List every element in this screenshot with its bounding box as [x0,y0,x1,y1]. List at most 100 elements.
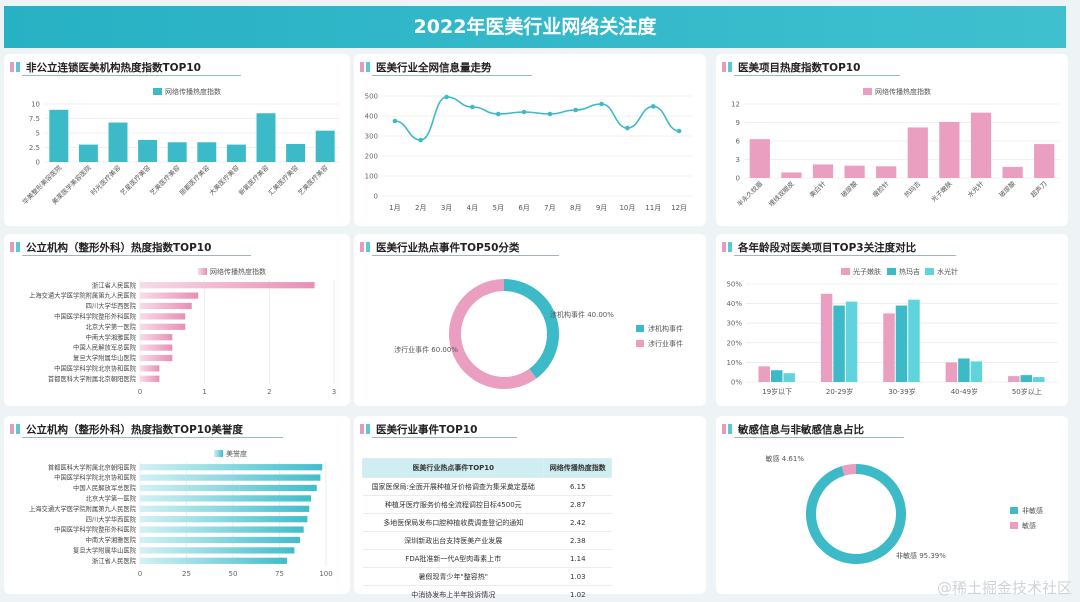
bar [140,557,287,564]
data-point [495,111,501,117]
panel-age-groups: 各年龄段对医美项目TOP3关注度对比 0% 10% 20% 30% 40% 50% 19岁以… [716,234,1068,406]
table-row: 国家医保局:全面开展种植牙价格调查为集采奠定基础 6.15 [362,477,612,496]
legend-label: 热玛吉 [899,267,920,276]
x-tick-label: 3 [332,388,336,396]
table-cell: 1.03 [543,567,612,586]
bar [970,112,992,178]
panel-sensitive: 敏感信息与非敏感信息占比 非敏感 95.39% 敏感 4.61% 非敏感 敏感 [716,416,1068,594]
x-tick-label: 1月 [389,204,400,212]
table-row: 中消协发布上半年投诉情况 1.02 [362,585,612,602]
table-cell: 2.38 [543,531,612,550]
table-header: 医美行业热点事件TOP10 [361,458,545,478]
bar [140,282,315,289]
bar [140,526,304,533]
x-tick-label: 玻尿酸 [997,179,1018,200]
slice-label: 非敏感 95.39% [896,551,946,560]
x-tick-label: 埋线双眼皮 [766,179,796,209]
bar [140,484,317,492]
y-tick-label: 中国医学科学院整形外科医院 [54,311,137,320]
pie-slice [806,464,906,564]
x-tick-label: 艺美医疗美容 [296,163,330,197]
slice-label: 敏感 4.61% [766,454,805,463]
events-table: 医美行业热点事件TOP10 网络传播热度指数 国家医保局:全面开展种植牙价格调查… [361,458,612,602]
panel-title: 医美行业全网信息量走势 [360,60,532,76]
panel-title: 各年龄段对医美项目TOP3关注度对比 [722,240,957,256]
bar [958,358,970,382]
y-tick-label: 中国医学科学院北京协和医院 [54,473,137,482]
data-point [444,94,449,100]
bar [140,354,173,362]
data-point [547,111,553,117]
bar [876,166,897,178]
bar [1034,144,1055,178]
bar [140,375,160,382]
bar [140,495,312,502]
x-tick-label: 0 [138,388,142,396]
x-tick-label: 瘦脸针 [870,179,891,200]
panel-chain-hospitals: 非公立连锁医美机构热度指数TOP10 0 2.5 5 7.5 10 华美整形美容医院 美莱医… [4,54,350,226]
y-tick-label: 中南大学湘雅医院 [86,332,137,341]
x-tick-label: 2月 [415,204,426,212]
panel-info-trend: 医美行业全网信息量走势 0 100 200 300 400 500 1月 2月 3月 4月 5月 6月… [354,54,706,226]
legend-label: 涉行业事件 [648,339,683,348]
data-point [676,128,682,134]
y-tick-label: 3 [736,156,740,164]
series-line [394,96,680,141]
bar [970,361,983,382]
table-cell: 深圳新政出台支持医美产业发展 [362,531,544,550]
table-cell: 2.87 [543,495,612,514]
y-tick-label: 40% [726,300,742,308]
x-tick-label: 4月 [467,204,478,212]
bar [908,299,920,382]
x-tick-label: 6月 [518,204,529,212]
bar [783,373,795,382]
bar [108,122,128,162]
y-tick-label: 0 [36,159,40,167]
legend-swatch [863,88,872,95]
y-tick-label: 上海交通大学医学院附属第九人民医院 [29,291,137,300]
y-tick-label: 500 [365,93,378,101]
panel-title: 非公立连锁医美机构热度指数TOP10 [10,60,241,76]
legend-swatch [1010,522,1018,529]
slice-label: 涉行业事件 60.00% [394,345,458,354]
bar [140,365,160,372]
bar [883,313,895,382]
x-tick-label: 2 [267,388,271,396]
x-tick-label: 19岁以下 [762,387,792,396]
legend-swatch [214,450,223,457]
y-tick-label: 中国人民解放军总医院 [73,483,137,492]
pie-slice [841,464,856,476]
bar [895,305,908,382]
data-point [521,109,527,115]
y-tick-label: 10 [31,101,40,109]
slice-label: 涉机构事件 40.00% [550,310,614,319]
x-tick-label: 热玛吉 [902,179,923,200]
table-cell: 1.14 [543,549,612,568]
x-tick-label: 玻尿酸 [839,179,860,200]
x-tick-label: 50岁以上 [1012,387,1042,396]
y-tick-label: 北京大学第一医院 [86,322,137,331]
y-tick-label: 复旦大学附属华山医院 [73,353,137,362]
y-tick-label: 2.5 [29,144,40,152]
chart-info-trend: 0 100 200 300 400 500 1月 2月 3月 4月 5月 6月 7月 8月 9月 10月 11月… [365,93,692,212]
page-title: 2022年医美行业网络关注度 [4,6,1066,48]
legend-label: 网络传播热度指数 [165,87,221,96]
legend-swatch [198,268,207,275]
y-tick-label: 上海交通大学医学院附属第九人民医院 [29,504,137,513]
table-cell: 国家医保局:全面开展种植牙价格调查为集采奠定基础 [362,477,544,496]
panel-title: 医美行业事件TOP10 [360,422,518,438]
bar [78,144,98,162]
bar [140,505,310,512]
bar [749,139,770,178]
table-cell: 多地医保局发布口腔种植收费调查登记的通知 [362,513,544,532]
x-tick-label: 美白针 [807,179,828,200]
bar [140,334,173,341]
y-tick-label: 300 [365,133,378,141]
legend-label: 光子嫩肤 [853,267,881,276]
data-point [573,107,579,113]
data-point [650,104,656,109]
bar [945,362,958,382]
x-tick-label: 9月 [596,204,607,212]
